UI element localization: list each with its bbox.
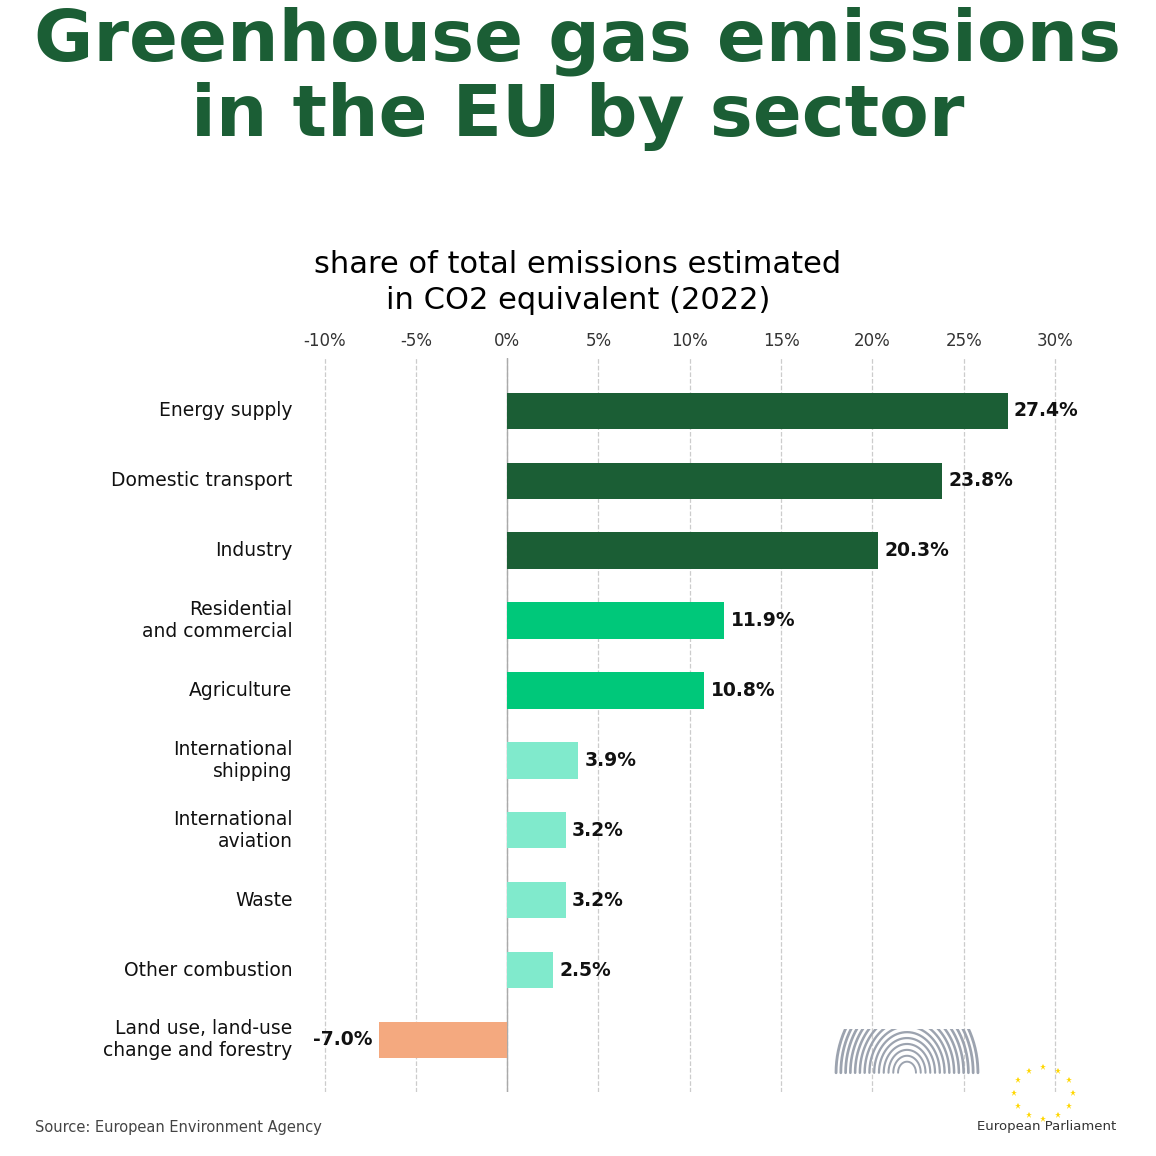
Text: Greenhouse gas emissions
in the EU by sector: Greenhouse gas emissions in the EU by se…: [35, 7, 1121, 150]
Text: 3.2%: 3.2%: [572, 821, 624, 839]
Text: 2.5%: 2.5%: [560, 961, 612, 979]
Text: 3.9%: 3.9%: [585, 751, 637, 770]
Bar: [507, 462, 942, 499]
Text: Source: European Environment Agency: Source: European Environment Agency: [35, 1120, 321, 1135]
Text: share of total emissions estimated
in CO2 equivalent (2022): share of total emissions estimated in CO…: [314, 250, 842, 314]
Bar: [507, 673, 704, 709]
Text: -7.0%: -7.0%: [313, 1030, 373, 1050]
Text: 11.9%: 11.9%: [731, 612, 795, 630]
Bar: [507, 393, 1008, 429]
Bar: [507, 951, 553, 988]
Text: 3.2%: 3.2%: [572, 890, 624, 910]
Bar: [507, 533, 877, 569]
Bar: [507, 602, 725, 639]
Bar: [379, 1022, 507, 1058]
Text: 27.4%: 27.4%: [1014, 401, 1079, 421]
Text: 23.8%: 23.8%: [948, 472, 1013, 490]
Bar: [507, 742, 578, 778]
Bar: [507, 882, 565, 918]
Text: European Parliament: European Parliament: [977, 1120, 1116, 1133]
Bar: [507, 812, 565, 849]
Text: 10.8%: 10.8%: [711, 681, 776, 699]
Text: 20.3%: 20.3%: [884, 541, 949, 561]
